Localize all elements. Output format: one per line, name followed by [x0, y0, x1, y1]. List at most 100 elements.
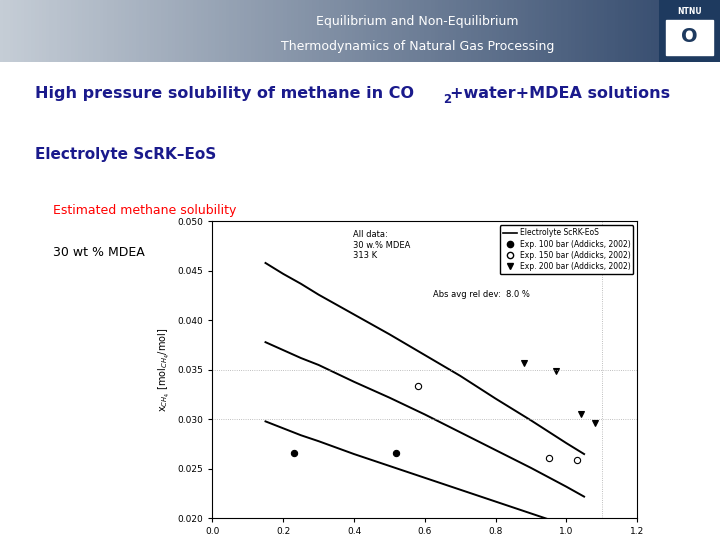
Bar — [511, 0, 515, 62]
Bar — [126, 0, 130, 62]
Bar — [461, 0, 464, 62]
Bar — [450, 0, 454, 62]
Bar — [266, 0, 270, 62]
Bar — [284, 0, 288, 62]
Bar — [277, 0, 281, 62]
Bar — [148, 0, 151, 62]
Y-axis label: x$_{CH_4}$ [mol$_{CH_4}$/mol]: x$_{CH_4}$ [mol$_{CH_4}$/mol] — [157, 328, 172, 412]
Bar — [209, 0, 212, 62]
Bar — [709, 0, 713, 62]
Bar — [50, 0, 54, 62]
Bar — [54, 0, 58, 62]
Bar — [313, 0, 317, 62]
Bar — [40, 0, 43, 62]
Bar — [378, 0, 382, 62]
Bar — [234, 0, 238, 62]
Bar — [425, 0, 428, 62]
Bar — [241, 0, 245, 62]
Bar — [194, 0, 198, 62]
Bar — [58, 0, 61, 62]
Bar — [79, 0, 83, 62]
Bar — [140, 0, 144, 62]
Bar — [230, 0, 234, 62]
Bar — [11, 0, 14, 62]
Bar — [630, 0, 634, 62]
Bar — [515, 0, 518, 62]
Bar — [104, 0, 108, 62]
Bar — [713, 0, 716, 62]
Bar — [428, 0, 432, 62]
Bar — [94, 0, 97, 62]
Bar — [169, 0, 173, 62]
Bar — [716, 0, 720, 62]
Text: Estimated methane solubility: Estimated methane solubility — [53, 204, 236, 217]
Bar — [641, 0, 644, 62]
Bar — [184, 0, 187, 62]
Bar — [32, 0, 36, 62]
Bar — [130, 0, 133, 62]
Bar — [47, 0, 50, 62]
Bar — [475, 0, 479, 62]
Bar — [367, 0, 371, 62]
Bar — [540, 0, 544, 62]
Bar — [684, 0, 688, 62]
Legend: Electrolyte ScRK-EoS, Exp. 100 bar (Addicks, 2002), Exp. 150 bar (Addicks, 2002): Electrolyte ScRK-EoS, Exp. 100 bar (Addi… — [500, 225, 634, 274]
Text: Electrolyte ScRK–EoS: Electrolyte ScRK–EoS — [35, 147, 217, 162]
Bar — [43, 0, 47, 62]
Bar — [400, 0, 403, 62]
Bar — [389, 0, 392, 62]
Bar — [155, 0, 158, 62]
Bar — [22, 0, 25, 62]
Bar — [446, 0, 450, 62]
Bar — [198, 0, 202, 62]
Bar — [83, 0, 86, 62]
Bar — [407, 0, 410, 62]
Bar — [482, 0, 486, 62]
Bar — [68, 0, 72, 62]
Bar — [7, 0, 11, 62]
Bar — [637, 0, 641, 62]
Bar — [223, 0, 227, 62]
Bar — [551, 0, 554, 62]
Bar — [500, 0, 504, 62]
Bar — [151, 0, 155, 62]
Bar — [119, 0, 122, 62]
Bar — [61, 0, 65, 62]
Bar — [292, 0, 295, 62]
Bar — [310, 0, 313, 62]
Bar — [554, 0, 558, 62]
Bar — [108, 0, 112, 62]
Bar — [263, 0, 266, 62]
Bar — [205, 0, 209, 62]
Bar — [212, 0, 216, 62]
Text: 30 wt % MDEA: 30 wt % MDEA — [53, 246, 145, 259]
Bar — [666, 0, 670, 62]
Bar — [176, 0, 180, 62]
Bar — [288, 0, 292, 62]
Bar — [371, 0, 374, 62]
Bar — [65, 0, 68, 62]
Bar — [349, 0, 353, 62]
Bar — [443, 0, 446, 62]
Bar — [346, 0, 349, 62]
Bar — [385, 0, 389, 62]
Bar — [302, 0, 306, 62]
Bar — [533, 0, 536, 62]
Bar — [414, 0, 418, 62]
Bar — [580, 0, 583, 62]
Bar — [392, 0, 396, 62]
Bar — [382, 0, 385, 62]
Bar — [72, 0, 76, 62]
Bar — [18, 0, 22, 62]
Bar — [86, 0, 90, 62]
Bar — [259, 0, 263, 62]
Bar — [335, 0, 338, 62]
Bar — [101, 0, 104, 62]
Bar — [122, 0, 126, 62]
Bar — [403, 0, 407, 62]
Bar — [565, 0, 569, 62]
Bar — [328, 0, 331, 62]
Bar — [173, 0, 176, 62]
Bar — [544, 0, 547, 62]
Bar — [587, 0, 590, 62]
